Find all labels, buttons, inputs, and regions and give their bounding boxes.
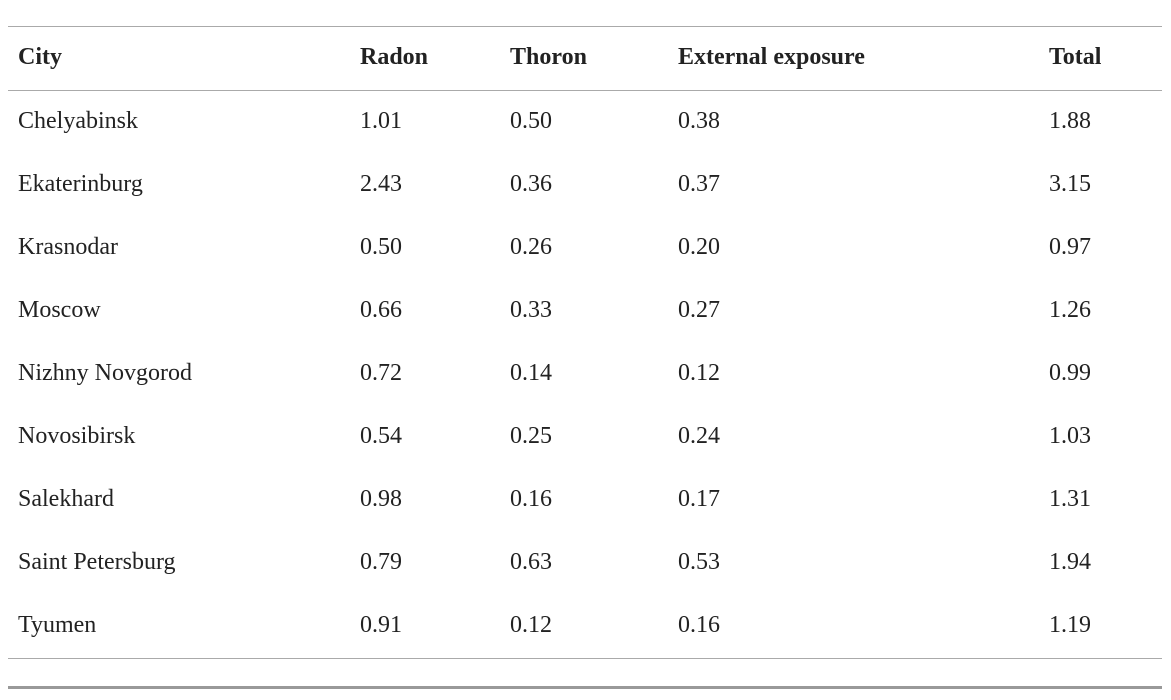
table-cell: 0.50 bbox=[360, 234, 402, 260]
table-cell: 0.16 bbox=[678, 612, 720, 638]
table-cell: 0.24 bbox=[678, 423, 720, 449]
table-cell: Krasnodar bbox=[18, 234, 118, 260]
table-cell: 0.37 bbox=[678, 171, 720, 197]
table-row: Tyumen 0.91 0.12 0.16 1.19 bbox=[8, 595, 1162, 658]
table-cell: 0.27 bbox=[678, 297, 720, 323]
header-cell: Thoron bbox=[510, 44, 587, 70]
table-cell: Salekhard bbox=[18, 486, 114, 512]
table-cell: 1.03 bbox=[1049, 423, 1091, 449]
table-cell: 0.38 bbox=[678, 108, 720, 134]
table-cell: 0.97 bbox=[1049, 234, 1091, 260]
table-cell: 0.98 bbox=[360, 486, 402, 512]
table-cell: 0.50 bbox=[510, 108, 552, 134]
table: City Radon Thoron External exposure Total Che… bbox=[8, 26, 1162, 659]
table-cell: 0.17 bbox=[678, 486, 720, 512]
table-cell: Novosibirsk bbox=[18, 423, 136, 449]
header-cell: Radon bbox=[360, 44, 429, 70]
table-cell: Saint Petersburg bbox=[18, 549, 176, 575]
header-cell: Total bbox=[1049, 44, 1102, 70]
table-cell: 1.94 bbox=[1049, 549, 1091, 575]
table-cell: 0.72 bbox=[360, 360, 402, 386]
table-cell: Chelyabinsk bbox=[18, 108, 138, 134]
table-cell: 0.12 bbox=[510, 612, 552, 638]
divider bbox=[8, 686, 1162, 689]
table-row: Chelyabinsk 1.01 0.50 0.38 1.88 bbox=[8, 91, 1162, 154]
table-row: Ekaterinburg 2.43 0.36 0.37 3.15 bbox=[8, 154, 1162, 217]
table-cell: Tyumen bbox=[18, 612, 97, 638]
table-row: Salekhard 0.98 0.16 0.17 1.31 bbox=[8, 469, 1162, 532]
header-row: City Radon Thoron External exposure Total bbox=[8, 27, 1162, 91]
table-cell: 1.26 bbox=[1049, 297, 1091, 323]
table-cell: Moscow bbox=[18, 297, 101, 323]
table-cell: 0.16 bbox=[510, 486, 552, 512]
table-cell: 0.99 bbox=[1049, 360, 1091, 386]
table-cell: 0.25 bbox=[510, 423, 552, 449]
table-row: Nizhny Novgorod 0.72 0.14 0.12 0.99 bbox=[8, 343, 1162, 406]
table-cell: 0.36 bbox=[510, 171, 552, 197]
table-cell: 0.12 bbox=[678, 360, 720, 386]
table-cell: 0.54 bbox=[360, 423, 402, 449]
table-cell: 3.15 bbox=[1049, 171, 1091, 197]
table-cell: Ekaterinburg bbox=[18, 171, 143, 197]
header-cell: City bbox=[18, 44, 62, 70]
table-cell: 0.91 bbox=[360, 612, 402, 638]
table-cell: Nizhny Novgorod bbox=[18, 360, 192, 386]
table-cell: 0.66 bbox=[360, 297, 402, 323]
table-cell: 0.63 bbox=[510, 549, 552, 575]
table-cell: 0.26 bbox=[510, 234, 552, 260]
table-cell: 0.14 bbox=[510, 360, 552, 386]
table-row: Novosibirsk 0.54 0.25 0.24 1.03 bbox=[8, 406, 1162, 469]
table-cell: 0.79 bbox=[360, 549, 402, 575]
table-cell: 1.88 bbox=[1049, 108, 1091, 134]
table-cell: 0.20 bbox=[678, 234, 720, 260]
table-row: Saint Petersburg 0.79 0.63 0.53 1.94 bbox=[8, 532, 1162, 595]
table-cell: 1.01 bbox=[360, 108, 402, 134]
table-cell: 1.31 bbox=[1049, 486, 1091, 512]
table-cell: 0.33 bbox=[510, 297, 552, 323]
table-cell: 0.53 bbox=[678, 549, 720, 575]
table-row: Krasnodar 0.50 0.26 0.20 0.97 bbox=[8, 217, 1162, 280]
header-cell: External exposure bbox=[678, 44, 865, 70]
table-cell: 1.19 bbox=[1049, 612, 1091, 638]
table-row: Moscow 0.66 0.33 0.27 1.26 bbox=[8, 280, 1162, 343]
table-cell: 2.43 bbox=[360, 171, 402, 197]
